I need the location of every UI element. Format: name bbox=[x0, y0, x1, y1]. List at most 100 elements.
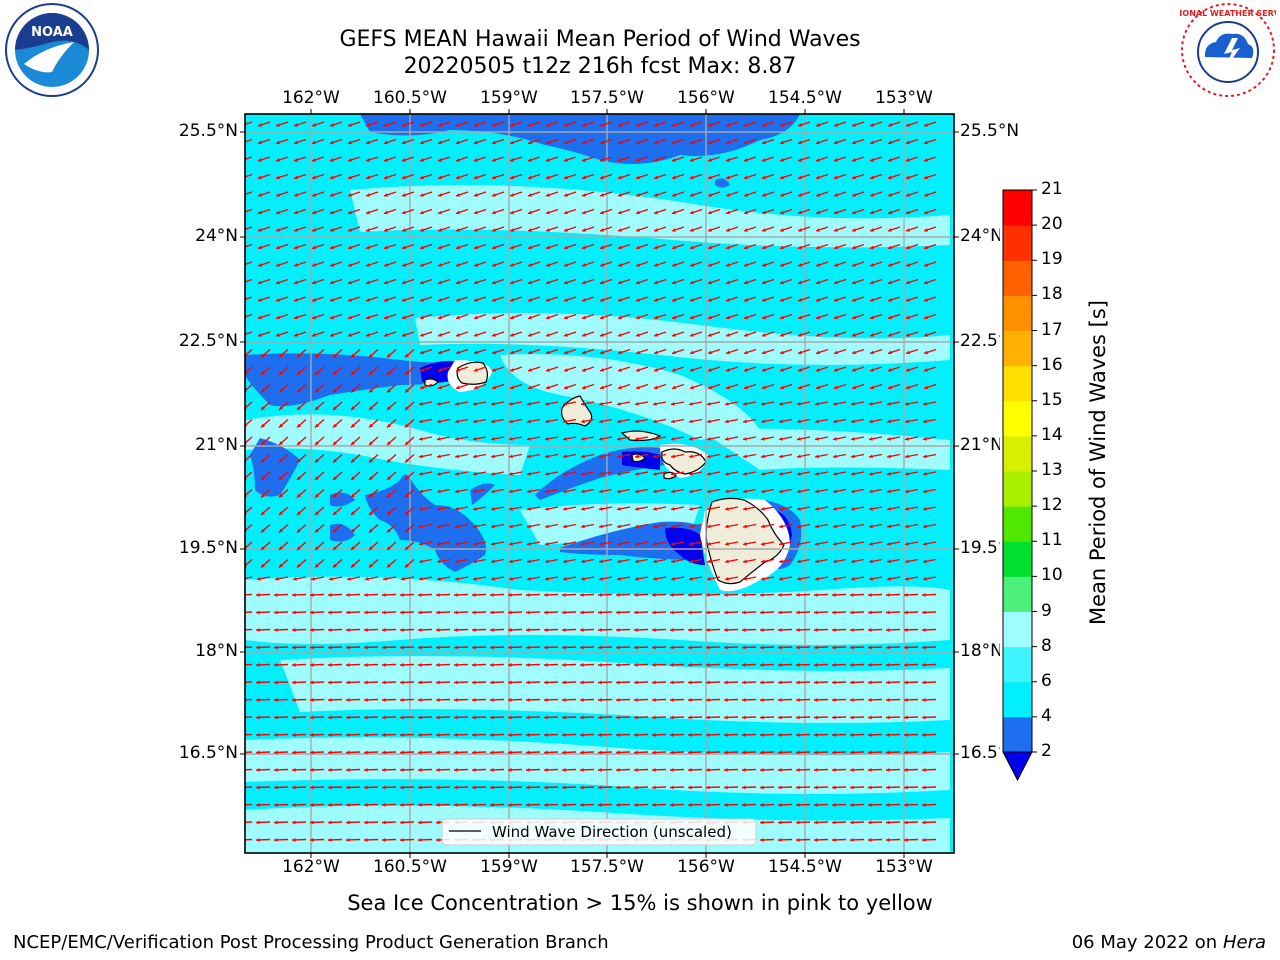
direction-arrowhead bbox=[832, 803, 836, 807]
direction-arrowhead bbox=[635, 524, 639, 529]
direction-arrowhead bbox=[852, 228, 856, 232]
direction-arrowhead bbox=[816, 263, 820, 267]
direction-arrowhead bbox=[564, 280, 568, 285]
direction-arrowhead bbox=[492, 333, 496, 337]
direction-arrowhead bbox=[438, 385, 442, 390]
direction-arrowhead bbox=[527, 524, 531, 529]
direction-arrowhead bbox=[833, 436, 837, 441]
direction-arrowhead bbox=[834, 298, 838, 302]
direction-arrowhead bbox=[887, 436, 891, 441]
direction-arrowhead bbox=[328, 610, 332, 615]
direction-arrowhead bbox=[310, 768, 314, 772]
direction-arrowhead bbox=[923, 436, 927, 441]
direction-arrowhead bbox=[850, 698, 854, 702]
direction-arrowhead bbox=[852, 280, 856, 285]
direction-arrowhead bbox=[364, 680, 368, 685]
direction-arrowhead bbox=[850, 715, 854, 720]
direction-arrowhead bbox=[780, 210, 784, 215]
direction-arrowhead bbox=[742, 768, 746, 772]
direction-arrowhead bbox=[491, 506, 495, 511]
direction-arrowhead bbox=[816, 368, 820, 372]
direction-arrowhead bbox=[834, 263, 838, 267]
direction-arrowhead bbox=[279, 476, 283, 480]
direction-arrowhead bbox=[688, 698, 692, 702]
direction-arrowhead bbox=[652, 628, 656, 632]
direction-arrowhead bbox=[852, 315, 856, 320]
direction-arrowhead bbox=[279, 423, 283, 428]
direction-arrowhead bbox=[796, 610, 800, 615]
direction-arrow bbox=[245, 313, 253, 318]
direction-arrowhead bbox=[436, 838, 440, 842]
direction-arrowhead bbox=[528, 350, 532, 355]
direction-arrowhead bbox=[724, 803, 728, 807]
direction-arrowhead bbox=[922, 838, 926, 842]
direction-arrowhead bbox=[707, 541, 711, 546]
direction-arrowhead bbox=[364, 593, 368, 597]
direction-arrowhead bbox=[852, 385, 856, 390]
direction-arrowhead bbox=[634, 803, 638, 807]
direction-arrowhead bbox=[689, 401, 693, 406]
direction-arrowhead bbox=[364, 733, 368, 737]
direction-arrowhead bbox=[652, 803, 656, 807]
direction-arrowhead bbox=[276, 123, 280, 127]
direction-arrowhead bbox=[274, 768, 278, 772]
direction-arrowhead bbox=[297, 458, 301, 463]
direction-arrowhead bbox=[328, 733, 332, 737]
direction-arrowhead bbox=[672, 315, 676, 320]
direction-arrowhead bbox=[456, 245, 460, 250]
direction-arrowhead bbox=[454, 768, 458, 772]
direction-arrowhead bbox=[834, 368, 838, 372]
chart-subtitle: 20220505 t12z 216h fcst Max: 8.87 bbox=[403, 54, 797, 79]
direction-arrowhead bbox=[852, 333, 856, 337]
direction-arrowhead bbox=[814, 803, 818, 807]
direction-arrowhead bbox=[852, 210, 856, 215]
direction-arrowhead bbox=[351, 406, 355, 410]
direction-arrowhead bbox=[833, 541, 837, 546]
direction-arrowhead bbox=[384, 158, 388, 162]
direction-arrowhead bbox=[672, 210, 676, 215]
direction-arrow bbox=[245, 523, 253, 532]
direction-arrowhead bbox=[851, 471, 855, 476]
direction-arrowhead bbox=[654, 263, 658, 267]
direction-arrowhead bbox=[240, 141, 244, 145]
direction-arrowhead bbox=[364, 610, 368, 615]
direction-arrowhead bbox=[491, 436, 495, 441]
direction-arrowhead bbox=[455, 471, 459, 476]
direction-arrowhead bbox=[297, 476, 301, 480]
direction-arrowhead bbox=[760, 698, 764, 702]
direction-arrowhead bbox=[492, 315, 496, 320]
direction-arrowhead bbox=[618, 263, 622, 267]
direction-arrowhead bbox=[904, 680, 908, 685]
direction-arrow bbox=[245, 821, 253, 824]
direction-arrowhead bbox=[923, 576, 927, 581]
kauai-island bbox=[456, 361, 489, 385]
direction-arrowhead bbox=[346, 610, 350, 615]
direction-arrowhead bbox=[509, 576, 513, 581]
direction-arrowhead bbox=[546, 123, 550, 127]
direction-arrowhead bbox=[690, 263, 694, 267]
direction-arrowhead bbox=[526, 698, 530, 702]
direction-arrowhead bbox=[869, 524, 873, 529]
direction-arrow bbox=[245, 173, 253, 178]
direction-arrowhead bbox=[797, 559, 801, 564]
direction-arrowhead bbox=[780, 228, 784, 232]
direction-arrowhead bbox=[618, 350, 622, 355]
direction-arrowhead bbox=[546, 280, 550, 285]
direction-arrowhead bbox=[870, 315, 874, 320]
direction-arrowhead bbox=[887, 506, 891, 511]
direction-arrowhead bbox=[924, 368, 928, 372]
direction-arrowhead bbox=[834, 385, 838, 390]
colorbar-under-extend bbox=[1002, 751, 1033, 782]
direction-arrowhead bbox=[832, 628, 836, 632]
direction-arrowhead bbox=[797, 436, 801, 441]
direction-arrowhead bbox=[868, 610, 872, 615]
direction-arrowhead bbox=[315, 458, 319, 463]
direction-arrowhead bbox=[420, 210, 424, 215]
direction-arrowhead bbox=[671, 436, 675, 441]
direction-arrowhead bbox=[256, 628, 260, 632]
direction-arrowhead bbox=[384, 228, 388, 232]
direction-arrowhead bbox=[905, 419, 909, 424]
direction-arrowhead bbox=[816, 175, 820, 180]
direction-arrowhead bbox=[369, 388, 373, 393]
direction-arrowhead bbox=[387, 528, 391, 533]
